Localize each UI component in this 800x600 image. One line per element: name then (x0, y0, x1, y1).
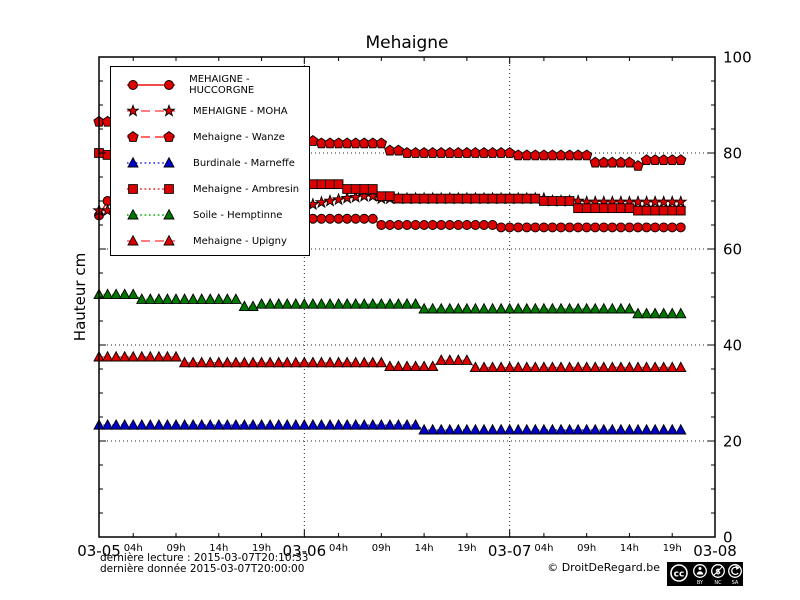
x-hour-label: 19h (457, 543, 476, 554)
cc-sa-icon: SA (728, 564, 742, 586)
x-hour-label: 04h (329, 543, 348, 554)
legend-sample-square (127, 184, 175, 194)
series-burdinale-marneffe (93, 418, 687, 435)
x-hour-label: 14h (415, 543, 434, 554)
x-date-label: 03-06 (283, 542, 327, 560)
x-hour-label: 09h (166, 543, 185, 554)
legend-sample-triangle (127, 156, 175, 168)
copyright-text: © DroitDeRegard.be (547, 561, 660, 574)
legend-label: Mehaigne - Upigny (193, 235, 287, 247)
y-tick-label: 60 (723, 241, 742, 259)
x-hour-label: 14h (209, 543, 228, 554)
x-hour-label: 19h (663, 543, 682, 554)
legend-label: Burdinale - Marneffe (193, 157, 295, 169)
legend-item: Mehaigne - Ambresin (111, 176, 309, 202)
legend-item: Burdinale - Marneffe (111, 150, 309, 176)
legend-label: Soile - Hemptinne (193, 209, 283, 221)
x-hour-label: 04h (124, 543, 143, 554)
legend-sample-triangle (127, 234, 175, 246)
x-hour-label: 04h (534, 543, 553, 554)
x-hour-label: 19h (252, 543, 271, 554)
series-mehaigne-upigny (93, 350, 687, 373)
x-date-label: 03-05 (77, 542, 121, 560)
legend-sample-triangle (127, 208, 175, 220)
chart-title: Mehaigne (365, 33, 449, 53)
y-tick-label: 0 (723, 529, 733, 547)
cc-icon (670, 564, 688, 582)
x-hour-label: 14h (620, 543, 639, 554)
cc-nc-icon: $ NC (711, 564, 725, 586)
svg-text:SA: SA (732, 580, 739, 586)
x-hour-label: 09h (372, 543, 391, 554)
last-data-text: dernière donnée 2015-03-07T20:00:00 (100, 563, 305, 575)
legend-label: Mehaigne - Wanze (193, 131, 285, 143)
legend-item: MEHAIGNE - MOHA (111, 98, 309, 124)
legend-item: MEHAIGNE - HUCCORGNE (111, 72, 309, 98)
cc-by-icon: BY (693, 564, 707, 586)
series-soile-hemptinne (93, 288, 687, 319)
svg-text:NC: NC (714, 580, 722, 586)
legend-item: Soile - Hemptinne (111, 202, 309, 228)
last-reading-text: dernière lecture : 2015-03-07T20:10:33 (100, 552, 309, 564)
y-tick-label: 40 (723, 337, 742, 355)
x-date-label: 03-08 (693, 542, 737, 560)
legend-sample-circle (127, 80, 175, 90)
cc-icon-label: cc (674, 570, 685, 580)
legend-item: Mehaigne - Upigny (111, 228, 309, 254)
legend: MEHAIGNE - HUCCORGNE MEHAIGNE - MOHA Mehai… (110, 66, 310, 256)
x-date-label: 03-07 (488, 542, 532, 560)
svg-text:BY: BY (697, 580, 704, 586)
x-hour-label: 09h (577, 543, 596, 554)
legend-label: Mehaigne - Ambresin (193, 183, 300, 195)
legend-item: Mehaigne - Wanze (111, 124, 309, 150)
legend-sample-star (126, 103, 176, 117)
y-tick-label: 80 (723, 145, 742, 163)
y-tick-label: 20 (723, 433, 742, 451)
y-tick-label: 100 (723, 49, 752, 67)
legend-label: MEHAIGNE - HUCCORGNE (189, 74, 255, 96)
legend-sample-pentagon (127, 131, 175, 142)
cc-license-badge: cc BY $ NC SA (667, 562, 743, 586)
legend-label: MEHAIGNE - MOHA (193, 105, 288, 117)
